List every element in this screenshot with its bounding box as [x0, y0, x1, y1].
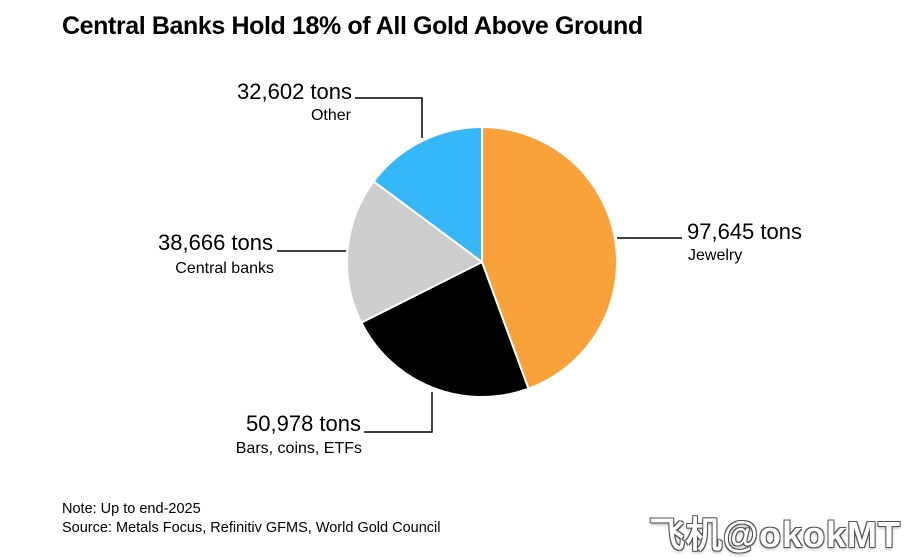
category-label-bars: Bars, coins, ETFs	[236, 440, 362, 457]
pie-chart: 32,602 tons Other 38,666 tons Central ba…	[158, 79, 802, 457]
value-label-other: 32,602 tons	[237, 79, 352, 104]
pie-slice-central	[346, 180, 483, 324]
leader-lines	[277, 97, 682, 433]
pie-slice-jewelry	[481, 126, 619, 390]
chart-note: Note: Up to end-2025	[62, 501, 201, 517]
pie-slices	[346, 126, 619, 399]
value-label-central-banks: 38,666 tons	[158, 230, 273, 255]
leader-line-other	[355, 97, 423, 138]
pie-slice-bars	[360, 261, 530, 399]
category-label-jewelry: Jewelry	[688, 247, 742, 264]
chart-title: Central Banks Hold 18% of All Gold Above…	[62, 12, 643, 40]
category-label-other: Other	[311, 107, 352, 124]
leader-line-bars	[364, 392, 433, 433]
watermark: 飞机@okokMT	[648, 514, 901, 555]
value-label-jewelry: 97,645 tons	[687, 219, 802, 244]
pie-slice-other	[372, 126, 483, 263]
category-label-central-banks: Central banks	[175, 260, 274, 277]
slice-labels: 32,602 tons Other 38,666 tons Central ba…	[158, 79, 802, 457]
value-label-bars: 50,978 tons	[246, 411, 361, 436]
chart-source: Source: Metals Focus, Refinitiv GFMS, Wo…	[62, 520, 441, 536]
